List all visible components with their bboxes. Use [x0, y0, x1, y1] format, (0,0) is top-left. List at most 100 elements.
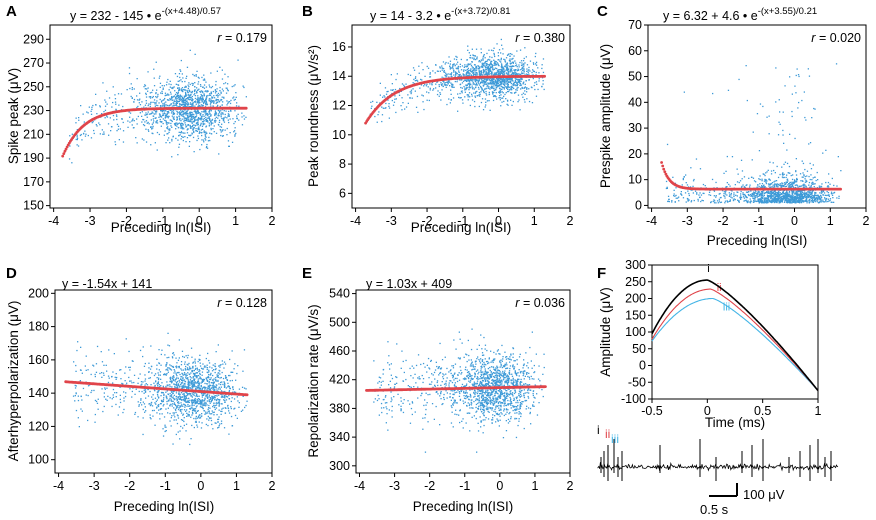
- scatter-point: [137, 105, 139, 108]
- scatter-point: [751, 176, 753, 178]
- scatter-point: [784, 194, 787, 196]
- scatter-point: [526, 64, 529, 66]
- scatter-point: [172, 136, 174, 138]
- scatter-point: [186, 90, 189, 92]
- scatter-point: [509, 60, 512, 62]
- scatter-point: [797, 107, 799, 109]
- scatter-point: [742, 192, 744, 194]
- scatter-point: [827, 200, 829, 203]
- scatter-point: [185, 77, 187, 79]
- scatter-point: [515, 80, 517, 83]
- scatter-point: [230, 109, 232, 112]
- scatter-point: [515, 89, 517, 91]
- scatter-point: [746, 196, 748, 199]
- scatter-point: [212, 122, 214, 124]
- scatter-point: [426, 91, 428, 93]
- scatter-point: [726, 194, 728, 196]
- scatter-point: [461, 87, 463, 89]
- scatter-point: [167, 115, 169, 117]
- scatter-point: [205, 139, 207, 141]
- scatter-point: [491, 86, 494, 88]
- scatter-point: [203, 115, 205, 117]
- scatter-point: [503, 69, 505, 71]
- scatter-point: [522, 82, 524, 84]
- scatter-point: [220, 91, 222, 93]
- scatter-point: [210, 124, 212, 126]
- scatter-point: [523, 69, 525, 71]
- scatter-point: [438, 84, 440, 86]
- scatter-point: [474, 69, 476, 71]
- scatter-point: [181, 81, 183, 83]
- scatter-point: [806, 202, 808, 204]
- scatter-point: [190, 127, 192, 129]
- scatter-point: [165, 120, 167, 122]
- scatter-point: [498, 71, 500, 73]
- scatter-point: [818, 196, 820, 198]
- scatter-point: [181, 128, 184, 130]
- scatter-point: [762, 185, 765, 187]
- scatter-point: [191, 115, 193, 117]
- scatter-point: [176, 123, 178, 125]
- scatter-point: [431, 81, 434, 83]
- scatter-point: [195, 113, 197, 115]
- scatter-point: [753, 193, 755, 195]
- scatter-point: [227, 90, 229, 92]
- scatter-point: [181, 126, 183, 128]
- scatter-point: [680, 193, 682, 195]
- scatter-point: [114, 141, 116, 143]
- scatter-point: [148, 103, 150, 105]
- scatter-point: [775, 101, 777, 103]
- scatter-point: [827, 185, 829, 187]
- scatter-point: [180, 89, 183, 92]
- scatter-point: [694, 190, 697, 192]
- scatter-point: [495, 89, 497, 91]
- scatter-point: [490, 79, 492, 81]
- scatter-point: [507, 65, 509, 67]
- scatter-point: [227, 119, 229, 121]
- scatter-point: [184, 109, 186, 111]
- scatter-point: [422, 101, 424, 103]
- scatter-point: [167, 133, 169, 135]
- scatter-point: [205, 118, 207, 121]
- scatter-point: [783, 163, 785, 165]
- scatter-point: [795, 197, 797, 199]
- y-tick-label: 210: [23, 127, 44, 141]
- scatter-point: [162, 104, 164, 106]
- scatter-point: [498, 49, 501, 51]
- scatter-point: [496, 79, 499, 81]
- y-tick-label: 8: [339, 157, 346, 171]
- scatter-point: [194, 92, 196, 95]
- scatter-point: [747, 201, 749, 203]
- scatter-point: [809, 193, 811, 195]
- scatter-point: [208, 122, 210, 124]
- scatter-point: [99, 105, 101, 107]
- scatter-point: [682, 177, 684, 180]
- scatter-point: [449, 67, 451, 69]
- scatter-point: [714, 200, 716, 202]
- scatter-point: [163, 102, 166, 104]
- scatter-point: [439, 92, 441, 94]
- scatter-point: [783, 196, 786, 198]
- scatter-point: [76, 129, 78, 131]
- scatter-point: [507, 53, 509, 56]
- scatter-point: [763, 200, 765, 202]
- scatter-point: [500, 66, 502, 68]
- scatter-point: [784, 161, 787, 163]
- scatter-point: [149, 103, 152, 105]
- scatter-point: [180, 70, 182, 72]
- scatter-point: [729, 185, 731, 187]
- scatter-point: [175, 128, 177, 130]
- x-tick-label: -4: [48, 214, 59, 228]
- scatter-point: [505, 86, 507, 88]
- scatter-point: [788, 165, 791, 168]
- scatter-point: [383, 95, 385, 97]
- scatter-point: [775, 180, 778, 182]
- scatter-point: [482, 80, 484, 82]
- scatter-point: [205, 100, 207, 102]
- scatter-point: [400, 90, 403, 92]
- x-tick-label: -3: [84, 214, 95, 228]
- scatter-point: [522, 67, 524, 69]
- scatter-point: [713, 195, 715, 197]
- scatter-point: [199, 112, 201, 114]
- scatter-point: [802, 176, 804, 178]
